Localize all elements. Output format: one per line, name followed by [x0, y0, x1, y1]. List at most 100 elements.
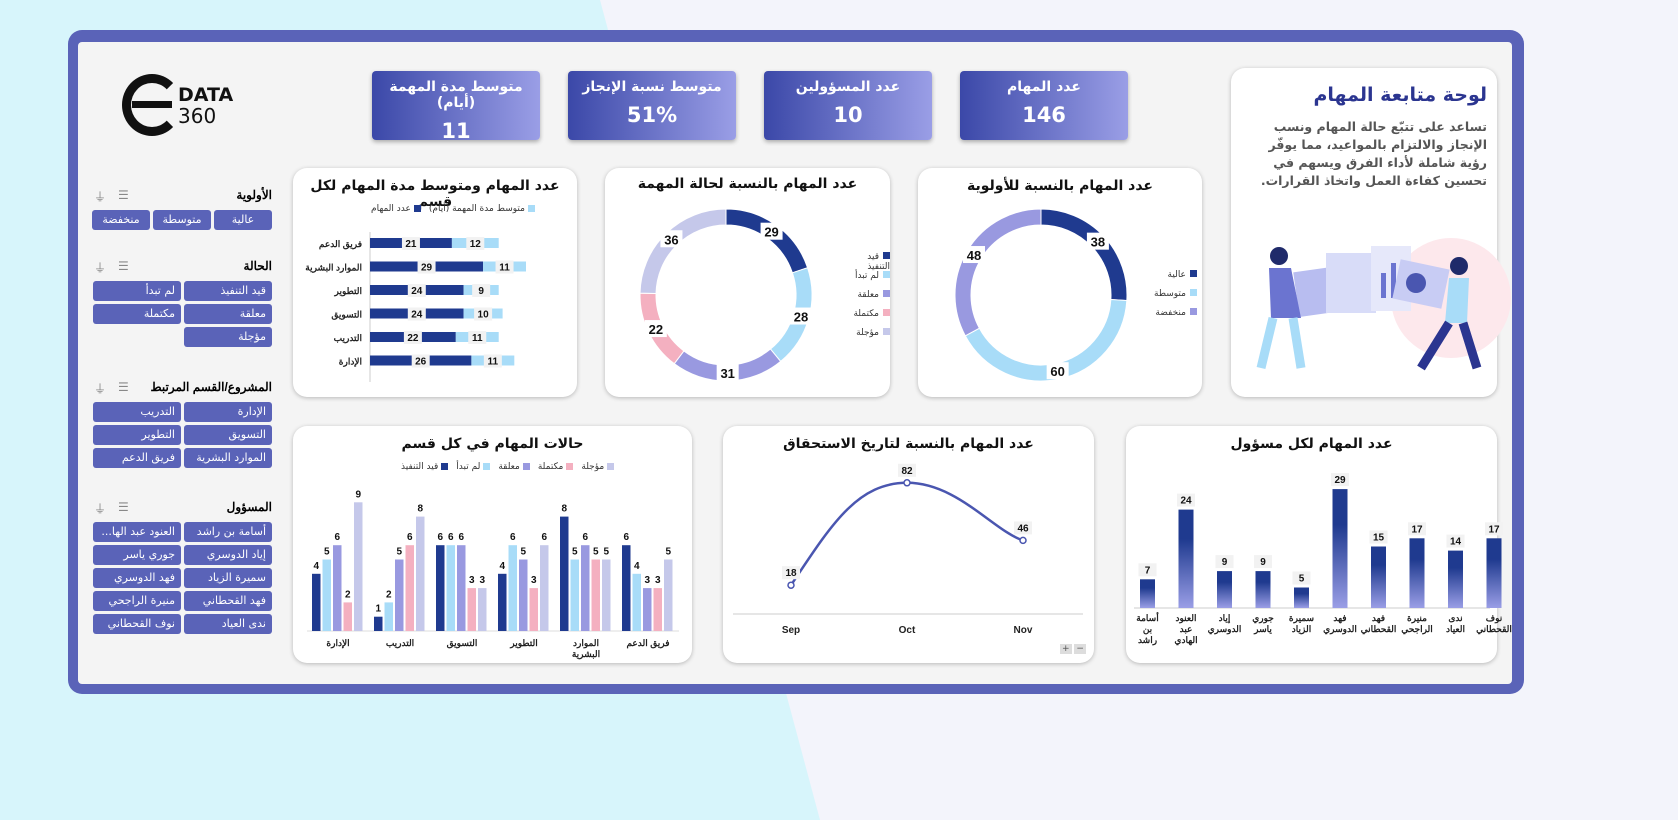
data-label: 9 [1260, 557, 1266, 568]
slicer-button[interactable]: مكتملة [93, 304, 181, 324]
slicer-title: المشروع/القسم المرتبط [150, 380, 272, 394]
category-label: فهد الدوسري [1323, 613, 1357, 635]
data-label: 11 [488, 357, 499, 368]
bar [540, 545, 549, 631]
chart-plot: 38 60 48 [954, 208, 1128, 382]
slicer-button[interactable]: التدريب [93, 402, 181, 422]
donut-slice [725, 208, 809, 274]
data-label: 9 [1222, 557, 1228, 568]
zoom-out-button[interactable]: − [1074, 644, 1086, 654]
data-label: 21 [405, 239, 417, 250]
chart-priority-donut: عدد المهام بالنسبة للأولوية 38 60 48 عالية… [918, 168, 1202, 397]
slicer-button[interactable]: فهد الدوسري [93, 568, 181, 588]
legend-item: مكتملة [538, 462, 574, 472]
kpi-task-count: عدد المهام 146 [960, 71, 1128, 140]
zoom-buttons[interactable]: + − [1060, 644, 1086, 654]
legend-item: قيد التنفيذ [867, 252, 890, 272]
clear-filter-icon[interactable]: ⏚ [94, 382, 107, 396]
category-label: الإدارة [326, 638, 349, 649]
intro-card: لوحة متابعة المهام تساعد على تتبّع حالة … [1231, 68, 1511, 397]
clear-filter-icon[interactable]: ⏚ [94, 190, 107, 204]
slicer-button[interactable]: التطوير [93, 425, 181, 445]
slicer-button[interactable]: التسويق [184, 425, 272, 445]
multi-select-icon[interactable]: ☰ [118, 500, 129, 514]
slicer-button[interactable]: قيد التنفيذ [184, 281, 272, 301]
label-bg [1292, 571, 1311, 585]
multi-select-icon[interactable]: ☰ [118, 188, 129, 202]
zoom-in-button[interactable]: + [1060, 644, 1072, 654]
clear-filter-icon[interactable]: ⏚ [94, 261, 107, 275]
label-bg [1408, 522, 1426, 536]
data-label: 26 [415, 357, 427, 368]
bar [467, 588, 476, 631]
slicer-button[interactable]: إياد الدوسري [184, 545, 272, 565]
slicer-button[interactable]: فهد القحطاني [184, 591, 272, 611]
category-label: التطوير [334, 286, 362, 297]
slicer-button[interactable]: مؤجلة [184, 327, 272, 347]
page-title: لوحة متابعة المهام [1313, 84, 1487, 106]
data-label: 6 [458, 532, 464, 543]
bar [1409, 538, 1425, 608]
slicer-button[interactable]: فريق الدعم [93, 448, 181, 468]
slicer-button[interactable]: الإدارة [184, 402, 272, 422]
slicer-button[interactable]: عالية [214, 210, 272, 230]
chart-status-by-dept: حالات المهام في كل قسم مؤجلة مكتملة معلقة ل… [293, 426, 692, 663]
slicer-button[interactable]: نوف القحطاني [93, 614, 181, 634]
label-bg [483, 354, 502, 368]
bar [519, 559, 528, 631]
slicer-button[interactable]: منيرة الراجحي [93, 591, 181, 611]
slicer-button[interactable]: ندى العياد [184, 614, 272, 634]
legend-item: قيد التنفيذ [401, 462, 449, 472]
label-bg [1254, 555, 1272, 569]
clear-filter-icon[interactable]: ⏚ [94, 502, 107, 516]
label-bg [1369, 530, 1388, 544]
slicer-button[interactable]: معلقة [184, 304, 272, 324]
data-label: 5 [324, 547, 330, 558]
slicer-button[interactable]: الموارد البشرية [184, 448, 272, 468]
data-label: 3 [469, 575, 475, 586]
data-label: 24 [411, 286, 423, 297]
x-tick-label: Nov [1014, 625, 1033, 636]
data-label: 5 [603, 547, 609, 558]
slicer-title: الحالة [243, 259, 272, 273]
data-label: 22 [649, 322, 663, 337]
bar [643, 588, 652, 631]
multi-select-icon[interactable]: ☰ [118, 380, 129, 394]
data-label: 6 [510, 532, 516, 543]
bar [416, 516, 425, 631]
slicer-button[interactable]: أسامة بن راشد [184, 522, 272, 542]
bar [529, 588, 538, 631]
data-label: 18 [785, 568, 797, 579]
slicer-1: الحالة ☰ ⏚ قيد التنفيذ لم تبدأ معلقة مكتملة م… [92, 259, 272, 347]
slicer-button[interactable]: العنود عبد الها... [93, 522, 181, 542]
data-label: 60 [1050, 364, 1064, 379]
bar [354, 502, 363, 631]
bar [1294, 587, 1309, 608]
bar [1486, 538, 1502, 608]
slicer-button[interactable]: جوري ياسر [93, 545, 181, 565]
slicer-button[interactable]: لم تبدأ [93, 281, 181, 301]
legend-item: عدد المهام [371, 204, 421, 214]
slicer-button[interactable]: منخفضة [92, 210, 150, 230]
chart-title: عدد المهام بالنسبة للأولوية [967, 178, 1153, 194]
logo-text: DATA [178, 84, 234, 106]
chart-legend: عالية متوسطة منخفضة [1154, 270, 1197, 327]
label-bg [963, 246, 986, 264]
chart-plot: 18 Sep 82 Oct 46 Nov [733, 463, 1083, 636]
bar [1178, 509, 1194, 608]
category-label: أسامة بن راشد [1136, 611, 1159, 646]
data-point [903, 479, 911, 487]
slicer-button[interactable]: متوسطة [153, 210, 211, 230]
logo-letter [122, 74, 182, 136]
label-bg [417, 260, 436, 274]
donut-slice [954, 208, 1042, 337]
bar [457, 545, 466, 631]
slicer-button[interactable]: سميرة الزياد [184, 568, 272, 588]
multi-select-icon[interactable]: ☰ [118, 259, 129, 273]
label-bg [1046, 362, 1069, 380]
bar [581, 545, 590, 631]
chart-title: عدد المهام ومتوسط مدة المهام لكل قسم [310, 178, 560, 210]
label-bg [1215, 555, 1234, 569]
x-tick-label: Oct [899, 625, 916, 636]
bar [322, 559, 331, 631]
